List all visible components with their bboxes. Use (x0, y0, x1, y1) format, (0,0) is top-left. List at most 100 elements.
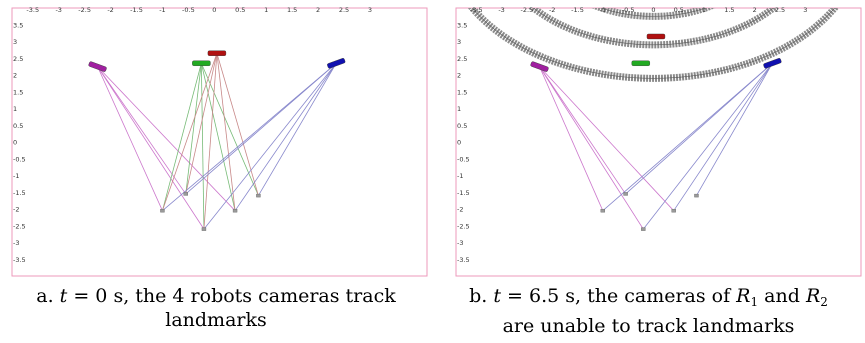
sight-line (185, 62, 337, 195)
caption-a-line2: landmarks (165, 309, 267, 331)
sight-line (162, 63, 202, 211)
sensor-ring-edge (600, 8, 707, 17)
sight-line (97, 66, 205, 230)
y-tick-label: -2 (457, 206, 463, 214)
y-tick-label: 1 (13, 105, 17, 113)
y-tick-label: 0.5 (13, 122, 23, 130)
x-tick-label: -2 (107, 6, 113, 14)
sight-line (539, 66, 674, 211)
y-tick-label: 2.5 (13, 55, 23, 63)
y-tick-label: 3.5 (457, 21, 467, 29)
panel-a-plot: -3.5 -3 -2.5 -2 -1.5 -1 -0.5 0 0.5 1 1.5 2 2.5 3 3.5 3 2… (11, 6, 428, 277)
y-tick-label: 1.5 (457, 88, 467, 96)
sight-line (203, 53, 218, 230)
robot-marker (631, 60, 650, 66)
y-tick-label: 0 (13, 139, 17, 147)
sight-line (162, 53, 218, 211)
y-tick-label: 0 (457, 139, 461, 147)
y-tick-label: -1.5 (457, 189, 470, 197)
sight-line (258, 63, 337, 196)
landmark-marker (232, 208, 238, 213)
sight-line (625, 62, 773, 195)
sight-line (216, 53, 236, 211)
y-tick-label: -0.5 (13, 155, 26, 163)
x-tick-label: -1.5 (130, 6, 143, 14)
sight-line (185, 63, 202, 194)
y-tick-label: 0.5 (457, 122, 467, 130)
caption-b-line2: are unable to track landmarks (502, 315, 795, 337)
x-tick-label: -2 (549, 6, 555, 14)
y-tick-label: -0.5 (457, 155, 470, 163)
y-tick-label: -1 (13, 172, 19, 180)
sight-line (602, 62, 773, 211)
sight-line (234, 63, 337, 211)
x-tick-label: -2.5 (78, 6, 91, 14)
robot-marker (88, 61, 107, 72)
robot-marker (763, 58, 782, 69)
x-tick-label: 3 (368, 6, 372, 14)
y-tick-label: -2.5 (457, 222, 470, 230)
y-tick-label: 3 (457, 38, 461, 46)
x-tick-label: 0 (212, 6, 216, 14)
sight-line (97, 66, 187, 195)
x-tick-label: -0.5 (622, 6, 635, 14)
landmark-marker (160, 208, 165, 213)
landmark-marker (641, 227, 646, 231)
x-tick-label: 2 (753, 6, 757, 14)
x-tick-label: -1 (600, 6, 606, 14)
y-tick-label: 1.5 (13, 88, 23, 96)
caption-b: b. t = 6.5 s, the cameras of R1 and R2 a… (436, 284, 861, 338)
x-tick-label: -3.5 (470, 6, 483, 14)
sight-line (185, 53, 218, 195)
x-tick-label: 3 (803, 6, 807, 14)
caption-b-line1: b. t = 6.5 s, the cameras of R1 and R2 (469, 285, 828, 309)
y-tick-label: -3.5 (13, 256, 26, 264)
y-tick-label: -1 (457, 172, 463, 180)
robot-marker (207, 50, 227, 56)
x-tick-label: 0.5 (674, 6, 684, 14)
y-tick-label: 3 (13, 38, 17, 46)
y-tick-label: 2 (457, 72, 461, 80)
y-tick-label: -1.5 (13, 189, 26, 197)
sight-line (200, 63, 259, 196)
sight-line (203, 63, 337, 230)
landmark-marker (623, 192, 628, 196)
plot-area (467, 8, 840, 231)
x-tick-label: 0.5 (235, 6, 245, 14)
x-tick-label: 1 (702, 6, 706, 14)
landmark-marker (201, 227, 207, 231)
sight-line (673, 63, 773, 211)
y-tick-label: 1 (457, 105, 461, 113)
robot-marker (327, 58, 346, 69)
sight-line (539, 66, 626, 195)
sensor-ring-edge (533, 8, 774, 46)
x-tick-label: -2.5 (521, 6, 534, 14)
x-tick-label: 0 (651, 6, 655, 14)
x-tick-label: 2.5 (339, 6, 349, 14)
sight-line (539, 66, 604, 211)
y-tick-label: 2 (13, 72, 17, 80)
sight-line (97, 66, 236, 211)
x-tick-label: 1 (264, 6, 268, 14)
x-tick-label: -3.5 (26, 6, 39, 14)
y-tick-label: 2.5 (457, 55, 467, 63)
x-tick-label: -3 (498, 6, 504, 14)
sight-line (539, 66, 644, 230)
y-tick-label: -2 (13, 206, 19, 214)
plot-frame (455, 7, 862, 277)
landmark-marker (694, 193, 699, 198)
landmark-marker (671, 208, 676, 213)
robot-marker (646, 33, 666, 40)
sight-line (97, 66, 163, 211)
sight-line (696, 63, 773, 196)
caption-a: a. t = 0 s, the 4 robots cameras track l… (6, 284, 426, 332)
landmark-marker (183, 192, 188, 196)
y-tick-label: 3.5 (13, 21, 23, 29)
x-tick-label: -0.5 (182, 6, 195, 14)
y-tick-label: -3.5 (457, 256, 470, 264)
x-tick-label: 1.5 (724, 6, 734, 14)
y-tick-label: -2.5 (13, 222, 26, 230)
sight-line (642, 63, 773, 230)
x-tick-label: -3 (55, 6, 61, 14)
